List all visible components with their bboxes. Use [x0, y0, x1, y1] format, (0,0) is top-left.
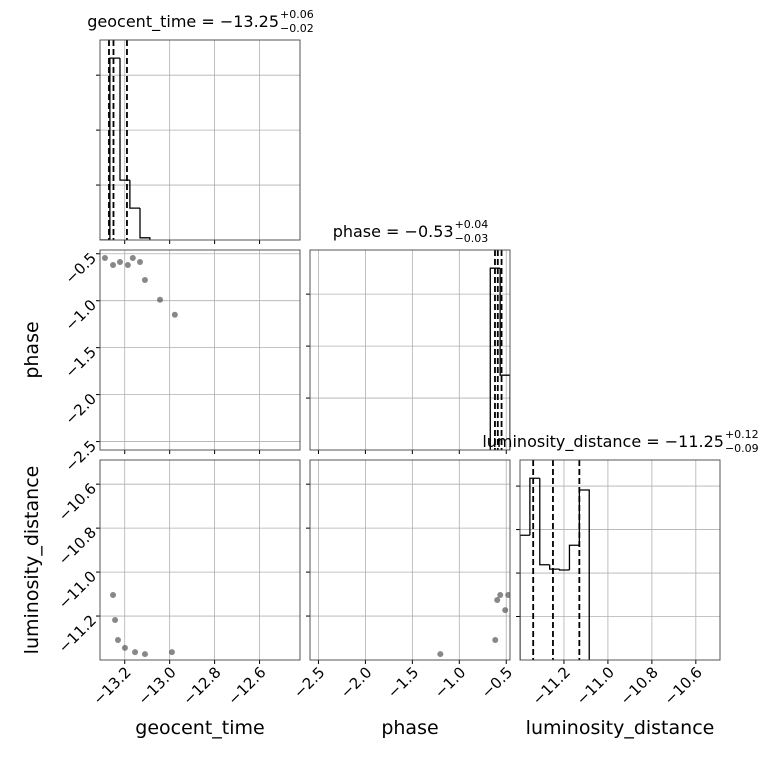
x-tick-label: −10.8 — [617, 663, 662, 708]
panel-background — [520, 460, 720, 660]
histogram-bin — [568, 544, 580, 570]
scatter-point — [168, 649, 175, 656]
scatter-point — [502, 607, 509, 614]
scatter-point — [137, 259, 143, 266]
panel-background — [100, 460, 300, 660]
y-axis-label: luminosity_distance — [21, 466, 43, 655]
plot-area — [520, 460, 590, 660]
histogram-bin — [529, 477, 540, 536]
x-tick-label: −1.0 — [431, 663, 469, 701]
panel-frame — [309, 249, 511, 451]
x-tick-label: −12.8 — [179, 663, 224, 708]
histogram-bin — [558, 569, 570, 571]
panel-frame — [519, 459, 721, 661]
x-tick-label: −2.5 — [290, 663, 328, 701]
scatter-point — [494, 597, 501, 603]
panel-frame — [99, 249, 301, 451]
title-superscript: +0.06 — [280, 8, 314, 21]
panel: geocent_time = −13.25 +0.06−0.02 — [87, 8, 314, 244]
x-tick-label: −1.5 — [384, 663, 422, 701]
y-tick-label: −1.0 — [62, 296, 100, 334]
x-tick-label: −11.2 — [529, 663, 574, 708]
histogram-bin — [499, 268, 510, 450]
x-tick-label: −13.2 — [89, 663, 134, 708]
scatter-point — [141, 277, 148, 284]
y-tick-label: −1.5 — [62, 343, 100, 381]
scatter-point — [114, 637, 121, 643]
x-tick-label: −12.6 — [224, 663, 269, 708]
panel-title: phase = −0.53 — [333, 222, 454, 241]
y-tick-label: −10.8 — [55, 523, 100, 568]
scatter-point — [492, 637, 499, 643]
scatter-point — [110, 262, 117, 269]
y-axis-label: phase — [21, 321, 43, 378]
scatter-point — [157, 296, 163, 303]
panel: −11.2−11.0−10.8−10.6 luminosity_distance … — [482, 428, 758, 739]
x-tick-label: −13.0 — [134, 663, 179, 708]
panel: −13.2 −13.0 −12.8 −12.6 −11.2−11.0−10.8−10.6… — [21, 459, 301, 739]
x-tick-label: −11.0 — [573, 663, 618, 708]
plot-area — [101, 254, 178, 318]
panel-title: luminosity_distance = −11.25 — [482, 432, 724, 452]
panel-background — [100, 40, 300, 240]
title-superscript: +0.04 — [455, 218, 489, 231]
x-axis-label: luminosity_distance — [526, 717, 715, 739]
histogram-bin — [539, 478, 550, 566]
x-axis-label: phase — [381, 717, 438, 739]
scatter-point — [437, 651, 444, 658]
scatter-point — [132, 649, 139, 656]
scatter-point — [117, 259, 123, 266]
panel-frame — [309, 459, 511, 661]
panel-background — [310, 250, 510, 450]
panel-background — [100, 250, 300, 450]
y-tick-label: −10.6 — [55, 479, 100, 524]
panel: −2.5 −2.0 −1.5 −1.0 −0.5 phase — [21, 249, 301, 475]
plot-area — [110, 591, 175, 658]
x-tick-label: −2.0 — [337, 663, 375, 701]
x-tick-label: −0.5 — [478, 663, 516, 701]
plot-area — [437, 591, 510, 658]
panel-frame — [99, 39, 301, 241]
title-subscript: −0.02 — [280, 22, 314, 35]
histogram-bin — [489, 267, 501, 450]
y-tick-label: −11.2 — [55, 611, 100, 656]
y-tick-label: −2.0 — [62, 390, 100, 428]
scatter-point — [101, 254, 108, 261]
histogram-bin — [139, 208, 151, 240]
panel-background — [310, 460, 510, 660]
y-tick-label: −0.5 — [62, 249, 100, 287]
plot-area — [489, 250, 510, 450]
histogram-bin — [520, 534, 530, 660]
scatter-point — [505, 591, 510, 598]
title-subscript: −0.09 — [725, 442, 759, 455]
scatter-point — [112, 617, 119, 623]
y-tick-label: −11.0 — [55, 567, 100, 612]
x-tick-label: −10.6 — [661, 663, 706, 708]
x-axis-label: geocent_time — [135, 717, 264, 739]
scatter-point — [141, 651, 148, 658]
scatter-point — [110, 591, 117, 598]
title-superscript: +0.12 — [725, 428, 759, 441]
scatter-point — [171, 311, 178, 318]
plot-area — [100, 40, 151, 240]
histogram-bin — [549, 564, 560, 570]
panel-frame — [99, 459, 301, 661]
histogram-bin — [129, 180, 140, 209]
y-tick-label: −2.5 — [62, 437, 100, 475]
title-subscript: −0.03 — [455, 232, 489, 245]
panel: phase = −0.53 +0.04−0.03 — [306, 218, 511, 454]
panel-title: geocent_time = −13.25 — [87, 12, 279, 32]
scatter-point — [124, 262, 131, 269]
scatter-point — [497, 591, 504, 598]
scatter-point — [121, 644, 128, 651]
panel: −2.5−2.0−1.5−1.0−0.5 phase — [290, 459, 516, 739]
scatter-point — [129, 254, 136, 261]
